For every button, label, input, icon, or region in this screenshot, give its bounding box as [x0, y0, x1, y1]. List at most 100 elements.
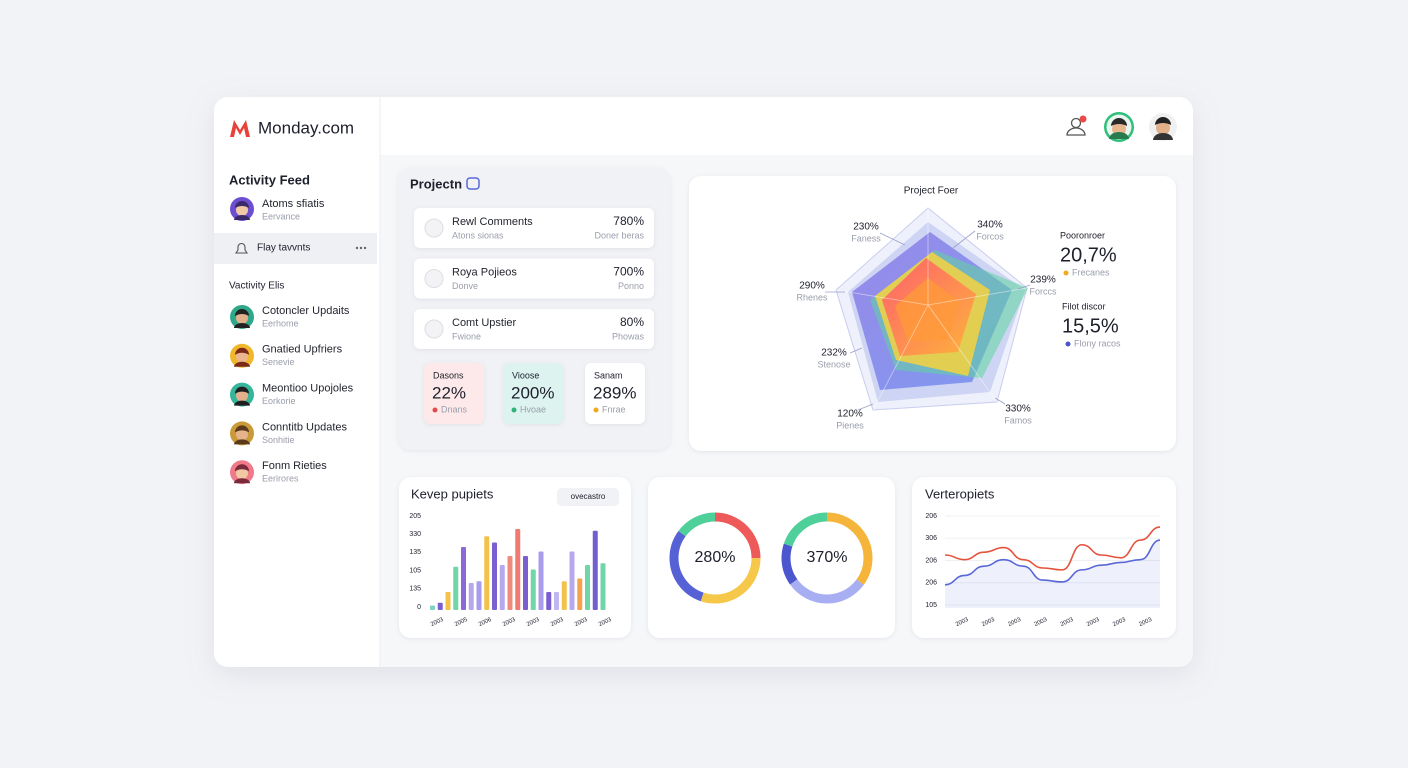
stat-value: 22% [432, 383, 466, 402]
bar [499, 565, 505, 610]
header-avatar[interactable] [1149, 113, 1177, 141]
x-tick-label: 2003 [1112, 617, 1127, 628]
x-tick-label: 2003 [1034, 617, 1049, 628]
item-sub: Eerirores [262, 474, 299, 484]
project-row[interactable] [414, 208, 654, 248]
stat-label: Sanam [594, 370, 623, 380]
row-value-sub: Ponno [618, 281, 644, 291]
y-tick-label: 206 [925, 580, 937, 587]
radar-value: 230% [853, 222, 879, 233]
avatar [230, 343, 254, 368]
avatar-face [236, 204, 248, 216]
radar-stat-dot [1063, 270, 1069, 276]
item-sub: Sonhitie [262, 435, 295, 445]
radar-value: 120% [837, 409, 863, 420]
row-icon [424, 218, 444, 238]
menu-row[interactable] [214, 233, 377, 264]
donut-label: 280% [695, 549, 736, 566]
stat-card [585, 363, 645, 424]
row-value: 80% [620, 315, 644, 329]
stat-sub: Hvoae [520, 404, 546, 414]
logo-text: Monday.com [258, 118, 354, 137]
item-sub: Senevie [262, 357, 295, 367]
header-avatar[interactable] [1104, 112, 1134, 142]
line [944, 526, 1161, 571]
bar [430, 605, 435, 610]
avatar-face [236, 350, 248, 363]
stat-dot [432, 407, 438, 413]
filter-pill[interactable] [557, 488, 619, 506]
item-sub: Eerhome [262, 318, 299, 328]
donut-segment [669, 512, 761, 604]
more-icon[interactable] [355, 246, 367, 250]
bar [569, 551, 575, 610]
user-icon[interactable] [1066, 115, 1087, 136]
card-title: Kevep pupiets [411, 486, 494, 501]
avatar-face [236, 389, 248, 402]
bar [445, 592, 451, 610]
bar [453, 566, 459, 610]
logo-icon [230, 120, 250, 137]
section-title: Activity Feed [229, 172, 310, 187]
avatar-hair [235, 201, 249, 208]
bar [546, 592, 552, 610]
row-name: Roya Pojieos [452, 266, 517, 278]
radar-value: 330% [1005, 404, 1031, 415]
y-tick-label: 105 [409, 567, 421, 574]
bar [523, 556, 528, 610]
avatar-face [236, 467, 248, 480]
x-tick-label: 2003 [955, 617, 970, 628]
avatar-body [234, 361, 250, 367]
avatar-hair [235, 464, 249, 472]
row-sub: Fwione [452, 331, 481, 341]
row-value: 700% [613, 265, 644, 279]
card-title: Project Foer [904, 186, 959, 197]
avatar-hair [235, 309, 249, 316]
x-tick-label: 2003 [430, 617, 445, 628]
x-tick-label: 2005 [454, 617, 469, 628]
stat-sub: Dnans [441, 404, 468, 414]
x-tick-label: 2003 [1086, 617, 1101, 628]
x-tick-label: 2003 [574, 617, 589, 628]
stat-card [503, 363, 563, 424]
y-tick-label: 330 [409, 531, 421, 538]
radar-sub: Rhenes [796, 292, 828, 302]
radar-value: 340% [977, 220, 1003, 231]
item-name: Fonm Rieties [262, 460, 327, 472]
avatar-body [234, 400, 250, 406]
avatar-body [234, 478, 250, 484]
bar [585, 565, 590, 610]
avatar-body [234, 323, 250, 328]
item-name: Meontioo Upojoles [262, 383, 354, 395]
item-name: Conntitb Updates [262, 421, 347, 433]
stat-dot [593, 407, 599, 413]
radar-value: 290% [799, 281, 825, 292]
row-name: Comt Upstier [452, 317, 517, 329]
avatar-hair [235, 347, 249, 355]
x-tick-label: 2003 [598, 617, 613, 628]
row-sub: Atons sionas [452, 230, 504, 240]
card-title: Projectn [410, 176, 462, 191]
card-title: Verteropiets [925, 486, 995, 501]
stat-dot [511, 407, 517, 413]
radar-sub: Stenose [817, 359, 850, 369]
line [944, 539, 1161, 586]
bar [484, 536, 490, 610]
donut-segment [669, 512, 761, 604]
row-icon [424, 269, 444, 288]
avatar-body [234, 215, 250, 220]
row-value: 780% [613, 214, 644, 228]
x-tick-label: 2006 [478, 617, 493, 628]
y-tick-label: 105 [925, 602, 937, 609]
y-tick-label: 135 [409, 586, 421, 593]
bar [515, 529, 521, 610]
radar-stat-label: Pooronroer [1060, 230, 1105, 240]
project-row[interactable] [414, 309, 654, 349]
avatar-hair [235, 386, 249, 394]
project-row[interactable] [414, 258, 654, 299]
bar [538, 551, 544, 610]
row-value-sub: Doner beras [594, 230, 644, 240]
radar-stat-sub: Flony racos [1074, 338, 1121, 348]
donut-segment [669, 512, 761, 604]
bar [468, 583, 474, 610]
